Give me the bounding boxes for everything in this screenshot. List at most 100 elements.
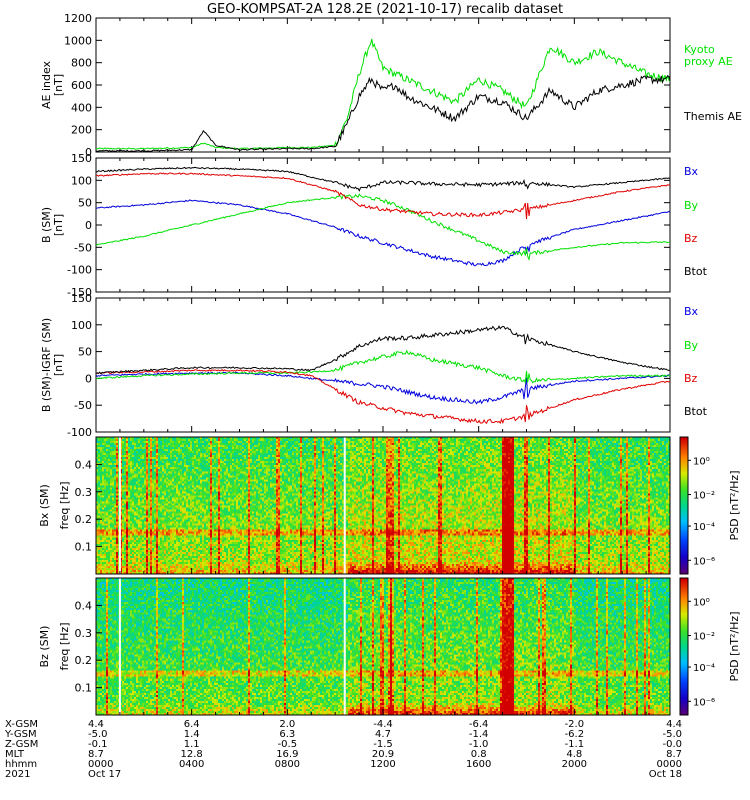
colorbar-swatch [680, 680, 688, 684]
y-tick-label: -50 [74, 241, 92, 254]
colorbar-swatch [680, 580, 688, 584]
y-axis-unit: freq [Hz] [58, 622, 71, 670]
x-axis-cell: 0000 [657, 759, 682, 770]
y-tick-label: -50 [74, 399, 92, 412]
x-axis-cell: 8.7 [666, 749, 682, 760]
series-by [96, 193, 670, 262]
colorbar-swatch [680, 455, 688, 459]
colorbar-swatch [680, 439, 688, 443]
colorbar-swatch [680, 478, 688, 481]
colorbar-swatch [680, 505, 688, 509]
colorbar-tick-label: 10⁻⁶ [693, 697, 715, 708]
y-tick-label: 50 [78, 197, 92, 210]
y-tick-label: 1000 [64, 34, 92, 47]
colorbar-swatch [680, 482, 688, 486]
colorbar-swatch [680, 569, 688, 573]
legend-themis-ae: Themis AE [683, 110, 742, 123]
y-tick-label: -150 [67, 286, 92, 299]
legend-by: By [684, 199, 699, 212]
colorbar-swatch [680, 603, 688, 606]
colorbar-swatch [680, 519, 688, 522]
x-axis-row-label: MLT [5, 749, 25, 760]
legend-proxy-ae: proxy AE [684, 55, 733, 68]
panel-frame [95, 297, 671, 433]
y-axis-unit: [nT] [52, 74, 65, 96]
colorbar-swatch [680, 689, 688, 693]
colorbar-label: PSD [nT²/Hz] [728, 470, 741, 540]
colorbar-swatch [680, 621, 688, 625]
colorbar-swatch [680, 694, 688, 698]
x-axis-table: X-GSMY-GSMZ-GSMMLThhmm20214.4-5.0-0.18.7… [4, 719, 682, 780]
colorbar-swatch [680, 441, 688, 445]
colorbar-swatch [680, 523, 688, 527]
colorbar-swatch [680, 491, 688, 495]
legend-bz: Bz [684, 372, 698, 385]
x-axis-cell: 0.8 [471, 749, 487, 760]
x-axis-cell: -1.0 [469, 739, 489, 750]
y-tick-label: 0 [85, 146, 92, 159]
colorbar-swatch [680, 591, 688, 595]
x-axis-cell: 4.8 [566, 749, 582, 760]
spectrogram-image [96, 578, 670, 715]
colorbar-swatch [680, 662, 688, 666]
colorbar-swatch [680, 637, 688, 641]
colorbar-swatch [680, 616, 688, 620]
x-axis-cell: 8.7 [88, 749, 104, 760]
colorbar-swatch [680, 685, 688, 689]
colorbar-swatch [680, 667, 688, 670]
y-axis-label: B (SM) [40, 207, 53, 243]
colorbar-tick-label: 10⁻⁴ [693, 663, 715, 674]
colorbar-swatch [680, 605, 688, 609]
colorbar-swatch [680, 651, 688, 654]
colorbar-swatch [680, 644, 688, 647]
legend-btot: Btot [684, 265, 708, 278]
spectrogram-bz-spec: 0.1 0.2 0.3 0.4 Bz (SM) freq [Hz] [38, 577, 671, 716]
colorbar-swatch [680, 596, 688, 600]
colorbar-swatch [680, 514, 688, 518]
x-axis-cell: -6.2 [565, 729, 585, 740]
x-axis-cell: 6.3 [279, 729, 295, 740]
panel-frame [95, 17, 671, 153]
y-tick-label: 600 [71, 79, 92, 92]
series-bz [96, 368, 670, 425]
y-tick-label: 0.1 [75, 541, 93, 554]
colorbar-tick-label: 10⁰ [693, 597, 710, 608]
y-tick-label: -100 [67, 264, 92, 277]
colorbar-swatch [680, 516, 688, 520]
colorbar-swatch [680, 635, 688, 638]
y-tick-label: 200 [71, 124, 92, 137]
y-axis-unit: freq [Hz] [58, 481, 71, 529]
colorbar-swatch [680, 542, 688, 545]
colorbar-swatch [680, 664, 688, 668]
y-axis-label: Bx (SM) [38, 484, 51, 527]
x-axis-cell: -4.4 [373, 719, 393, 730]
colorbar-tick-label: 10⁰ [693, 456, 710, 467]
x-axis-cell: 12.8 [181, 749, 203, 760]
colorbar-swatch [680, 539, 688, 543]
y-tick-label: 0.1 [75, 682, 93, 695]
series-by [96, 349, 670, 385]
x-axis-cell: 0000 [88, 759, 113, 770]
panel-ae: 0 200 400 600 800 1000 1200 AE index [nT] Kyotopr… [40, 12, 742, 159]
y-tick-label: 50 [78, 346, 92, 359]
legend-bx: Bx [684, 165, 699, 178]
colorbar-swatch [680, 466, 688, 470]
y-tick-label: 1200 [64, 12, 92, 25]
panel-bsm: -150 -100 -50 0 50 100 150 B (SM) [nT] Bx By Bz Btot [40, 152, 708, 299]
x-axis-cell: 16.9 [276, 749, 298, 760]
colorbar-swatch [680, 546, 688, 550]
y-tick-label: 0.2 [75, 654, 93, 667]
colorbar-swatch [680, 521, 688, 525]
colorbar-swatch [680, 526, 688, 529]
y-tick-label: 800 [71, 57, 92, 70]
colorbar-tick-label: 10⁻² [693, 491, 715, 502]
colorbar-swatch [680, 687, 688, 691]
x-axis-cell: 6.4 [184, 719, 200, 730]
colorbar-swatch [680, 548, 688, 552]
colorbar-swatch [680, 567, 688, 570]
colorbar-swatch [680, 612, 688, 616]
colorbar-swatch [680, 512, 688, 516]
colorbar-swatch [680, 571, 688, 575]
y-tick-label: 150 [71, 292, 92, 305]
